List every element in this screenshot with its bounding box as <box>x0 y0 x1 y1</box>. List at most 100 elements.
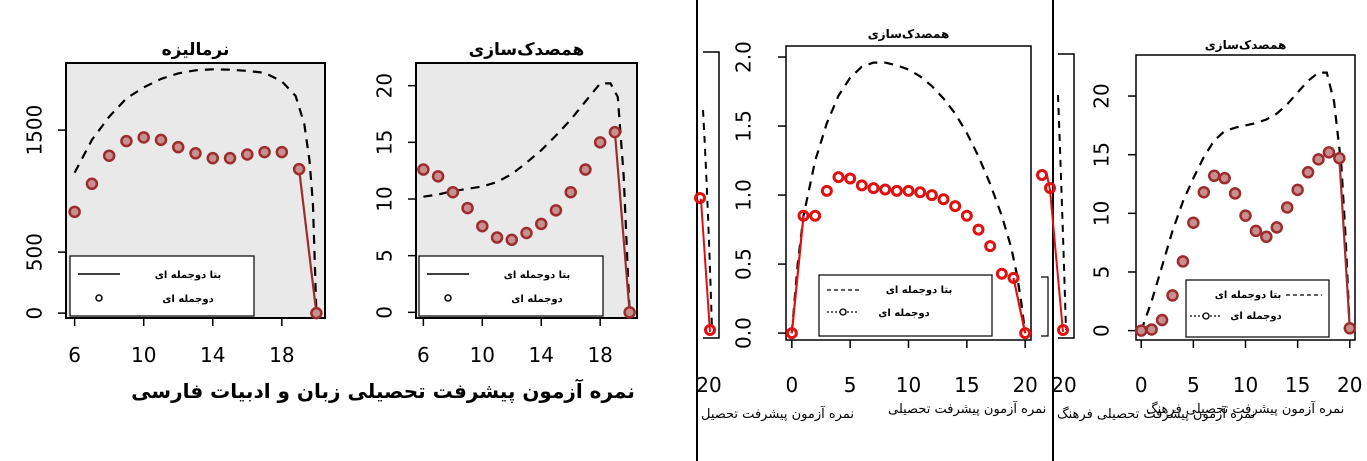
series-binomial-point <box>476 219 489 233</box>
strip-b-point <box>1036 169 1048 181</box>
chart-panel-2: همصدک‌سازی 6 10 14 18 0 5 10 15 20 بتا دوجمله ای دو… <box>373 40 638 367</box>
series-binomial-point <box>914 186 927 199</box>
series-binomial-point <box>579 163 592 176</box>
legend-entry-label: دوجمله ای <box>162 294 213 305</box>
legend-point-swatch <box>444 294 452 302</box>
legend-entry-label: دوجمله ای <box>511 294 562 305</box>
y-tick-label: 0 <box>23 307 47 320</box>
y-tick-label: 0 <box>1090 324 1114 337</box>
series-binomial-point <box>189 147 202 160</box>
series-binomial-point <box>1239 209 1252 222</box>
legend-entry-label: بتا دوجمله ای <box>504 270 571 281</box>
x-tick-label: 6 <box>417 343 430 367</box>
series-binomial-point <box>1228 187 1242 200</box>
x-tick-label: 20 <box>1337 373 1362 397</box>
series-binomial-point <box>206 151 220 165</box>
series-binomial-point <box>171 140 185 154</box>
series-binomial-point <box>1333 151 1346 165</box>
series-binomial-point <box>1134 324 1148 337</box>
series-binomial-point <box>417 163 430 176</box>
series-binomial-point <box>1322 146 1336 159</box>
strip-a-point <box>704 324 716 336</box>
x-tick-label: 10 <box>1233 373 1258 397</box>
y-tick-label: 10 <box>373 186 397 211</box>
chart-panel-1: نرمالیزه 6 10 14 18 0 500 1500 بتا دوجمله ای دوجم… <box>23 40 326 367</box>
series-binomial-point <box>785 327 798 340</box>
chart-title: نرمالیزه <box>162 40 230 60</box>
series-binomial-point <box>1218 171 1231 185</box>
chart-title: همصدک‌سازی <box>1205 38 1287 52</box>
legend-box <box>818 274 993 337</box>
chart-panel-4: همصدک‌سازی 0 5 10 15 20 0 5 10 15 20 نمره آزمون پیش… <box>1090 38 1363 417</box>
y-tick-label: 1.0 <box>732 179 756 211</box>
series-binomial-point <box>1187 216 1200 229</box>
series-binomial-point <box>520 226 533 240</box>
series-binomial-point <box>1280 201 1294 214</box>
x-tick-label: 10 <box>470 343 495 367</box>
series-binomial-point <box>797 209 810 222</box>
x-tick-label: 14 <box>200 343 225 367</box>
x-tick-label: 10 <box>131 343 156 367</box>
chart-title: همصدک‌سازی <box>469 40 585 60</box>
y-tick-label: 1500 <box>23 105 47 156</box>
series-binomial-point <box>879 183 892 196</box>
x-axis-label: نمره آزمون پیشرفت تحصیلی <box>888 400 1046 417</box>
series-binomial-point <box>68 205 81 219</box>
series-binomial-point <box>1260 230 1273 244</box>
series-binomial-point <box>1166 289 1179 302</box>
y-tick-label: 15 <box>373 130 397 155</box>
strip-a-frame <box>703 51 720 339</box>
left-x-axis-label: نمره آزمون پیشرفت تحصیلی زبان و ادبیات ف… <box>131 378 635 404</box>
series-beta-binomial-line <box>423 82 631 313</box>
chart-panel-3: همصدک‌سازی 0 5 10 15 20 0.0 0.5 1.0 1.5 2.0 نمره آز… <box>732 27 1047 417</box>
series-binomial-point <box>937 193 950 206</box>
legend-box <box>418 255 604 317</box>
strip-b-dashed-curve <box>1057 94 1067 331</box>
strip-b-frame <box>1058 53 1075 339</box>
series-binomial-point <box>593 136 607 149</box>
series-binomial-point <box>505 233 519 247</box>
legend-entry-label: دوجمله ای <box>1230 311 1281 322</box>
series-binomial-point <box>623 306 636 319</box>
series-binomial-point <box>549 204 563 217</box>
y-tick-label: 5 <box>1090 266 1114 279</box>
y-tick-label: 5 <box>373 249 397 262</box>
y-tick-label: 0 <box>373 306 397 319</box>
legend: بتا دوجمله ای دوجمله ای <box>1185 279 1330 338</box>
strip-b-point <box>1044 182 1056 194</box>
series-binomial-point <box>809 209 822 222</box>
x-tick-label: 18 <box>269 343 294 367</box>
series-binomial-point <box>1197 185 1211 199</box>
strip-b-legend-fragment <box>1041 276 1049 337</box>
series-binomial-point <box>855 179 868 192</box>
x-tick-label: 0 <box>1135 373 1148 397</box>
strip-b-red-line <box>1046 174 1064 333</box>
series-binomial-point <box>995 267 1008 280</box>
series-binomial-point <box>490 231 504 244</box>
series-binomial-point <box>1155 313 1169 327</box>
chart-title: همصدک‌سازی <box>868 27 950 41</box>
series-binomial-point <box>960 209 973 222</box>
y-tick-label: 1.5 <box>732 110 756 142</box>
strip-a-tick-label: 20 <box>696 373 721 397</box>
legend-point-swatch <box>839 308 847 316</box>
y-tick-label: 15 <box>1090 142 1114 167</box>
series-binomial-point <box>1343 322 1357 335</box>
series-binomial-point <box>1207 169 1221 183</box>
series-binomial-point <box>608 125 622 139</box>
series-binomial-point <box>844 172 857 185</box>
legend-box <box>1185 279 1330 338</box>
series-binomial-point <box>461 201 474 215</box>
y-tick-label: 0.0 <box>732 317 756 349</box>
series-binomial-point <box>275 145 289 159</box>
series-binomial-point <box>890 184 903 197</box>
y-tick-label: 10 <box>1090 201 1114 226</box>
strip-b-point <box>1057 324 1069 336</box>
y-tick-label: 2.0 <box>732 41 756 73</box>
series-binomial-point <box>925 189 938 202</box>
x-tick-label: 10 <box>896 373 921 397</box>
series-binomial-segment <box>613 132 631 313</box>
series-binomial-point <box>1019 327 1032 340</box>
cropped-panel-strip-a: 20 نمره آزمون پیشرفت تحصیل <box>694 51 854 422</box>
